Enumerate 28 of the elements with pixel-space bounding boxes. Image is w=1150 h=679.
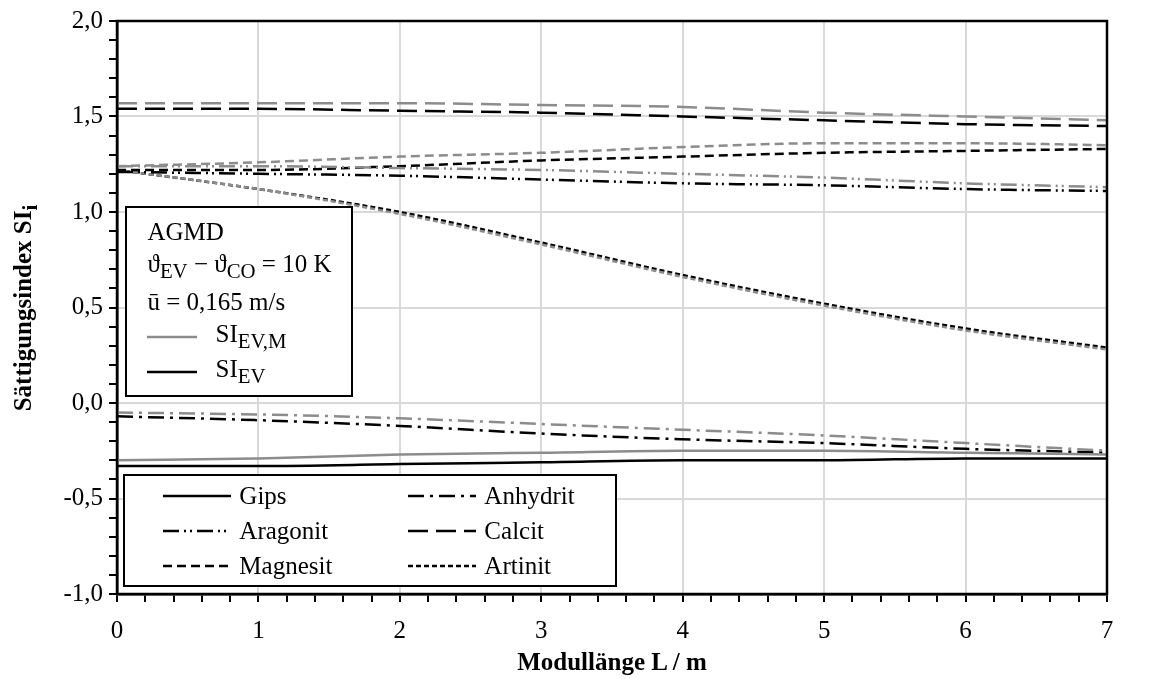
annotation: AGMD [147, 217, 224, 246]
legend-label: Magnesit [239, 551, 333, 580]
x-tick-label: 7 [1100, 615, 1114, 643]
y-tick-label: -1,0 [63, 578, 103, 606]
legend-label: Aragonit [239, 516, 329, 545]
annotation: ū = 0,165 m/s [147, 287, 286, 316]
line-series [117, 101, 1107, 122]
legend-label: Calcit [484, 516, 545, 545]
legend-label: Anhydrit [484, 481, 575, 510]
y-tick-label: 0,0 [71, 387, 103, 415]
annotation: ϑ$_{EV}$ − ϑ$_{CO}$ = 10 K [147, 249, 332, 284]
y-tick-label: -0,5 [63, 483, 103, 511]
x-tick-label: 3 [535, 615, 548, 643]
legend-label: Gips [239, 481, 287, 510]
legend-label: Artinit [484, 551, 552, 580]
x-tick-label: 4 [676, 615, 690, 643]
y-tick-label: 1,5 [71, 101, 103, 129]
y-tick-label: 2,0 [71, 5, 103, 33]
x-tick-label: 6 [959, 615, 972, 643]
x-axis-title: Modullänge L / m [517, 648, 707, 676]
x-tick-label: 5 [817, 615, 831, 643]
annotation: SI$_{EV}$ [215, 354, 266, 389]
x-tick-label: 2 [393, 615, 407, 643]
annotation: SI$_{EV,M}$ [215, 319, 287, 354]
x-tick-label: 0 [110, 615, 124, 643]
y-tick-label: 1,0 [71, 196, 103, 224]
y-tick-label: 0,5 [71, 292, 103, 320]
x-tick-label: 1 [252, 615, 265, 643]
